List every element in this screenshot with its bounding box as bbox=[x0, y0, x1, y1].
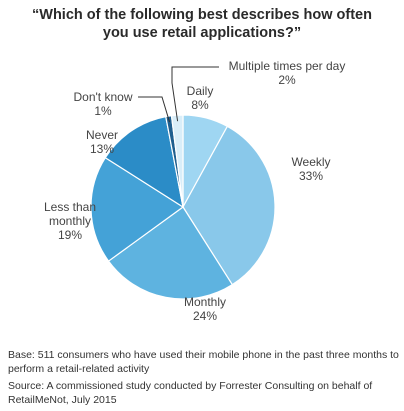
label-never: Never bbox=[86, 128, 118, 142]
label-don-t-know: Don't know bbox=[74, 90, 133, 104]
chart-title-line-2: you use retail applications?” bbox=[102, 25, 302, 41]
pie-slice-weekly bbox=[182, 125, 276, 286]
label-multiple-times-per-day: Multiple times per day bbox=[229, 59, 346, 73]
label-weekly-value: 33% bbox=[299, 169, 323, 183]
label-less-than-monthly: Less than bbox=[44, 200, 96, 214]
label-daily: Daily bbox=[187, 84, 214, 98]
label-monthly-value: 24% bbox=[193, 309, 217, 323]
label-less-than-monthly-value: 19% bbox=[58, 228, 82, 242]
leader-line-multiple-times-per-day bbox=[171, 66, 219, 122]
label-weekly: Weekly bbox=[291, 155, 330, 169]
chart-title: “Which of the following best describes h… bbox=[0, 6, 404, 42]
label-never-value: 13% bbox=[90, 142, 114, 156]
source-note: Source: A commissioned study conducted b… bbox=[8, 380, 373, 406]
pie-slice-never bbox=[104, 115, 184, 209]
label-daily-value: 8% bbox=[191, 98, 209, 112]
pie-slices bbox=[90, 114, 276, 300]
label-monthly: Monthly bbox=[184, 295, 226, 309]
leader-lines bbox=[138, 66, 219, 123]
chart-footer: Base: 511 consumers who have used their … bbox=[8, 348, 400, 410]
label-don-t-know-value: 1% bbox=[94, 104, 112, 118]
label-less-than-monthly-line2: monthly bbox=[49, 214, 91, 228]
pie-slice-monthly bbox=[107, 206, 234, 300]
pie-slice-less-than-monthly bbox=[90, 156, 185, 262]
base-note: Base: 511 consumers who have used their … bbox=[8, 349, 399, 375]
chart-title-line-1: “Which of the following best describes h… bbox=[32, 7, 372, 23]
label-multiple-times-per-day-value: 2% bbox=[278, 73, 296, 87]
leader-line-dont-know bbox=[138, 96, 171, 123]
